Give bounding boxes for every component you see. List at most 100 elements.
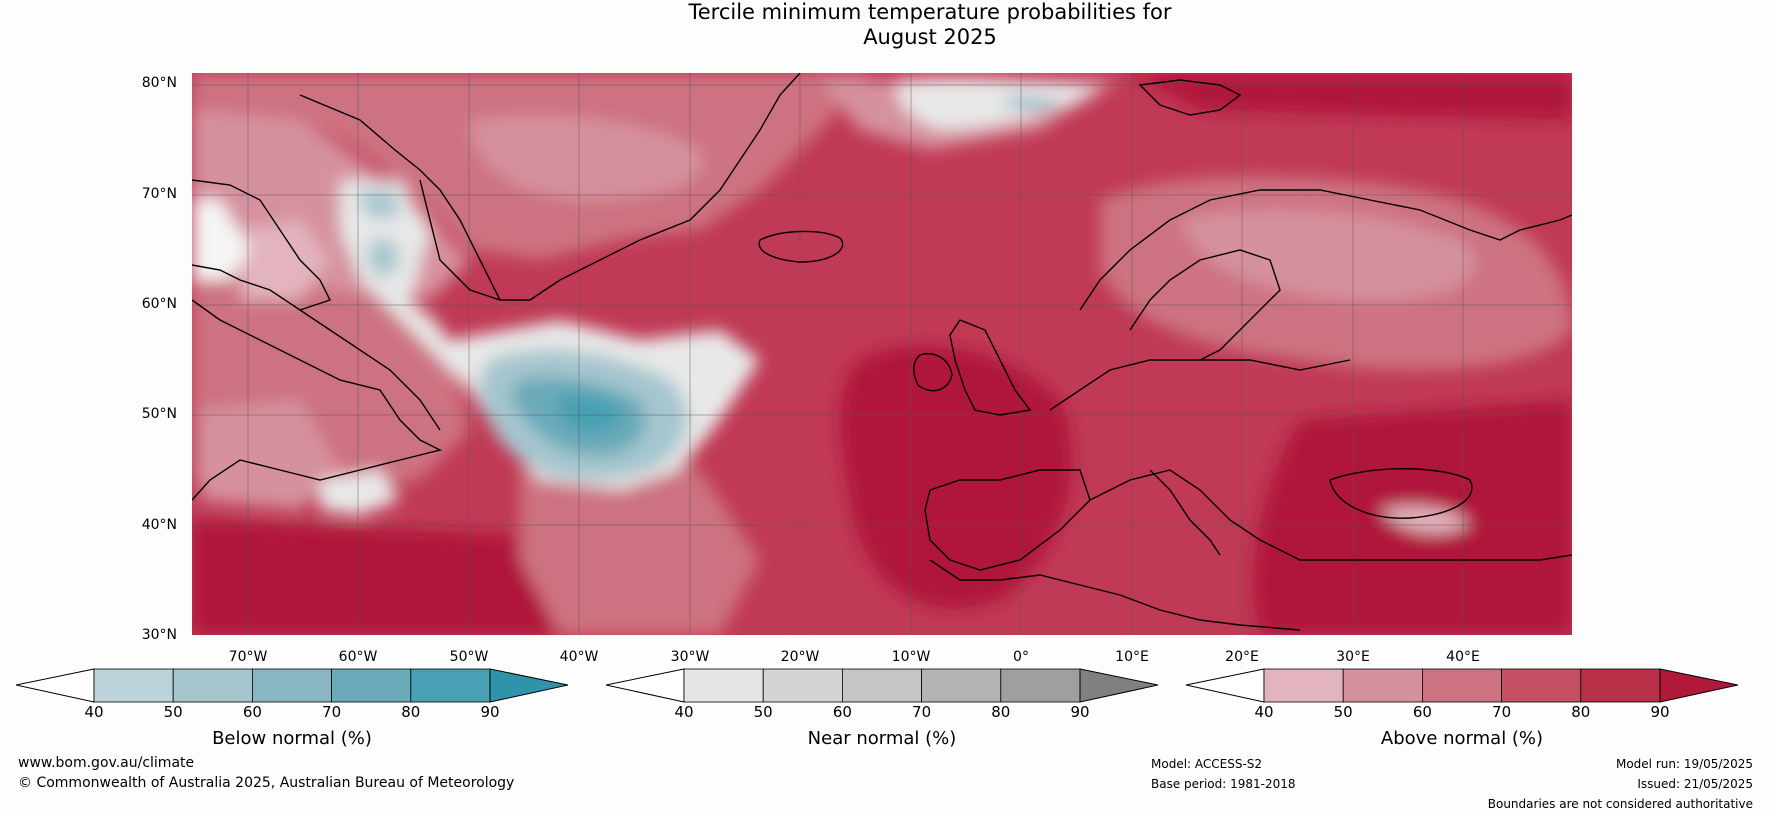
above-colorbar-tick-label: 70 [1492, 703, 1512, 721]
british-isles-coast [949, 319, 1032, 416]
scandinavia-coast [1079, 189, 1572, 311]
near-colorbar-tick-label: 90 [1070, 703, 1090, 721]
website-link[interactable]: www.bom.gov.au/climate [18, 755, 195, 771]
near-colorbar-under-extension [606, 668, 685, 703]
issued-text: Issued: 21/05/2025 [1637, 777, 1753, 791]
coastlines [192, 73, 1572, 631]
below-colorbar-segment [172, 668, 253, 703]
disclaimer-text: Boundaries are not considered authoritat… [1487, 797, 1753, 811]
labrador-coast [299, 309, 441, 431]
below-normal-colorbar [16, 668, 568, 703]
near-colorbar-segment [683, 668, 764, 703]
copyright-text: © Commonwealth of Australia 2025, Austra… [18, 775, 515, 791]
near-colorbar-tick-label: 40 [674, 703, 694, 721]
model-run-text: Model run: 19/05/2025 [1615, 757, 1753, 771]
near-colorbar-segment [841, 668, 922, 703]
below-colorbar-segment [93, 668, 174, 703]
title-line-1: Tercile minimum temperature probabilitie… [688, 0, 1172, 24]
below-normal-colorbar-title: Below normal (%) [212, 728, 372, 749]
below-normal-region [368, 240, 400, 280]
iceland-coast [758, 230, 844, 263]
near-normal-region [897, 78, 1100, 130]
lat-label-50: 50°N [141, 406, 177, 422]
greenland-coast [299, 73, 801, 301]
above-normal-colorbar [1186, 668, 1738, 703]
lon-label-10w: 10°W [891, 649, 931, 665]
title-line-2: August 2025 [863, 25, 997, 49]
above-colorbar-segment [1342, 668, 1423, 703]
below-colorbar-tick-label: 90 [480, 703, 500, 721]
near-colorbar-over-extension [1079, 668, 1158, 703]
ireland-coast [913, 353, 953, 392]
lon-label-20e: 20°E [1225, 649, 1259, 665]
above-colorbar-tick-label: 60 [1412, 703, 1432, 721]
below-colorbar-segment [331, 668, 412, 703]
near-normal-colorbar-title: Near normal (%) [807, 728, 957, 749]
above-colorbar-tick-label: 50 [1333, 703, 1353, 721]
above-normal-60-region [200, 400, 340, 510]
below-colorbar-tick-label: 50 [163, 703, 183, 721]
lon-label-40w: 40°W [559, 649, 599, 665]
above-colorbar-segment [1421, 668, 1502, 703]
below-colorbar-tick-label: 80 [401, 703, 421, 721]
above-colorbar-tick-label: 80 [1571, 703, 1591, 721]
lon-label-10e: 10°E [1115, 649, 1149, 665]
below-colorbar-over-extension [489, 668, 568, 703]
above-colorbar-under-extension [1186, 668, 1265, 703]
near-normal-region [320, 470, 400, 515]
mediterranean-coast [1089, 469, 1572, 561]
near-colorbar-tick-label: 80 [991, 703, 1011, 721]
italy-coast [1149, 469, 1221, 556]
lon-label-60w: 60°W [338, 649, 378, 665]
lon-label-0: 0° [1013, 649, 1029, 665]
lon-label-30w: 30°W [670, 649, 710, 665]
lon-label-30e: 30°E [1336, 649, 1370, 665]
black-sea-coast [1329, 468, 1473, 519]
near-colorbar-tick-label: 60 [832, 703, 852, 721]
above-colorbar-segment [1501, 668, 1582, 703]
baffin-coast [192, 179, 331, 311]
above-colorbar-segment [1263, 668, 1344, 703]
near-colorbar-segment [762, 668, 843, 703]
lat-label-70: 70°N [141, 186, 177, 202]
above-normal-50-region [1380, 505, 1470, 534]
below-colorbar-tick-label: 40 [84, 703, 104, 721]
above-colorbar-tick-label: 40 [1254, 703, 1274, 721]
above-colorbar-segment [1580, 668, 1661, 703]
north-africa-coast [929, 559, 1301, 631]
map-title: Tercile minimum temperature probabilitie… [0, 0, 1770, 50]
near-colorbar-segment [921, 668, 1002, 703]
below-normal-region [1000, 97, 1060, 110]
europe-west-coast [1049, 359, 1351, 411]
near-colorbar-segment [1000, 668, 1081, 703]
lat-label-60: 60°N [141, 296, 177, 312]
near-colorbar-tick-label: 50 [753, 703, 773, 721]
near-normal-region [192, 200, 250, 280]
above-normal-70-region [520, 470, 760, 635]
below-normal-region [557, 393, 625, 433]
below-colorbar-tick-label: 70 [322, 703, 342, 721]
base-period-text: Base period: 1981-2018 [1151, 777, 1296, 791]
above-colorbar-tick-label: 90 [1650, 703, 1670, 721]
above-normal-colorbar-title: Above normal (%) [1380, 728, 1544, 749]
iberia-coast [924, 469, 1091, 571]
lon-label-50w: 50°W [449, 649, 489, 665]
above-normal-90-region [1130, 73, 1572, 120]
below-colorbar-segment [410, 668, 491, 703]
lat-label-80: 80°N [141, 75, 177, 91]
below-colorbar-tick-label: 60 [242, 703, 262, 721]
below-normal-region [360, 190, 400, 220]
canada-coast [192, 299, 443, 501]
graticule [192, 73, 1572, 635]
above-normal-90-region [840, 345, 1072, 609]
above-normal-50-region [240, 220, 330, 300]
below-colorbar-segment [251, 668, 332, 703]
lat-label-30: 30°N [141, 627, 177, 643]
above-normal-60-region [470, 116, 704, 200]
svalbard-coast [1138, 79, 1242, 116]
below-colorbar-under-extension [16, 668, 95, 703]
baltic-coast [1129, 249, 1281, 361]
lat-label-40: 40°N [141, 517, 177, 533]
greenland-west-coast [419, 179, 501, 301]
